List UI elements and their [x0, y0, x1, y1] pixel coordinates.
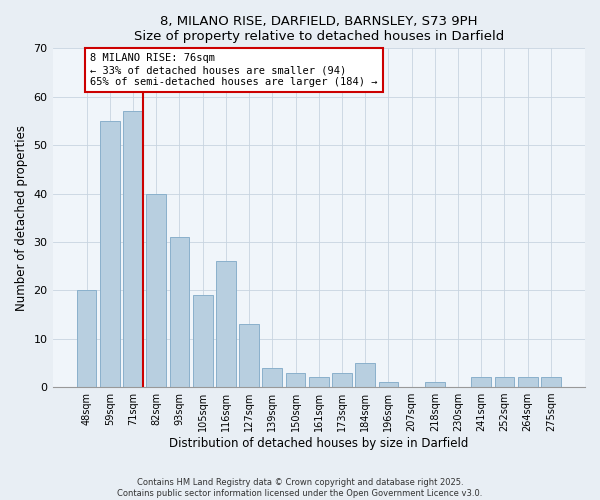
Bar: [309, 378, 329, 387]
Bar: [100, 121, 119, 387]
Bar: [216, 262, 236, 387]
Bar: [494, 378, 514, 387]
Title: 8, MILANO RISE, DARFIELD, BARNSLEY, S73 9PH
Size of property relative to detache: 8, MILANO RISE, DARFIELD, BARNSLEY, S73 …: [134, 15, 504, 43]
Bar: [472, 378, 491, 387]
Text: 8 MILANO RISE: 76sqm
← 33% of detached houses are smaller (94)
65% of semi-detac: 8 MILANO RISE: 76sqm ← 33% of detached h…: [90, 54, 377, 86]
Bar: [146, 194, 166, 387]
Bar: [77, 290, 97, 387]
Bar: [425, 382, 445, 387]
Bar: [332, 372, 352, 387]
Bar: [518, 378, 538, 387]
Bar: [286, 372, 305, 387]
Bar: [123, 111, 143, 387]
Y-axis label: Number of detached properties: Number of detached properties: [15, 124, 28, 310]
Bar: [262, 368, 282, 387]
Text: Contains HM Land Registry data © Crown copyright and database right 2025.
Contai: Contains HM Land Registry data © Crown c…: [118, 478, 482, 498]
X-axis label: Distribution of detached houses by size in Darfield: Distribution of detached houses by size …: [169, 437, 469, 450]
Bar: [170, 237, 190, 387]
Bar: [239, 324, 259, 387]
Bar: [379, 382, 398, 387]
Bar: [355, 363, 375, 387]
Bar: [541, 378, 561, 387]
Bar: [193, 295, 212, 387]
